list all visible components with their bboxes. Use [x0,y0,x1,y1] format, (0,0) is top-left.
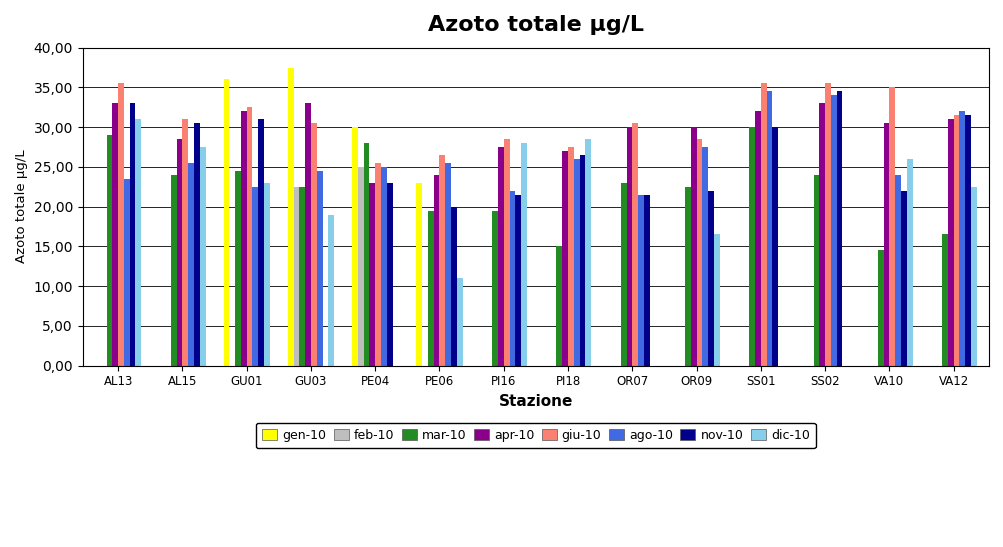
Bar [620,183,626,365]
Bar [305,103,311,365]
Bar [760,84,766,365]
Bar [491,211,497,365]
Title: Azoto totale μg/L: Azoto totale μg/L [427,15,643,35]
Bar [947,119,953,365]
Bar [241,111,247,365]
Bar [252,187,258,365]
Bar [515,195,521,365]
Bar [357,167,363,365]
Bar [316,171,322,365]
Bar [707,191,713,365]
Bar [638,195,643,365]
Bar [696,139,702,365]
Bar [247,107,252,365]
Bar [112,103,118,365]
Bar [574,159,579,365]
Bar [188,163,194,365]
Bar [889,88,895,365]
Bar [352,127,357,365]
Bar [299,187,305,365]
Bar [311,123,316,365]
Y-axis label: Azoto totale μg/L: Azoto totale μg/L [15,150,28,264]
Bar [941,235,947,365]
Bar [690,127,696,365]
Bar [824,84,830,365]
Bar [748,127,754,365]
Bar [812,175,818,365]
Bar [386,183,392,365]
Bar [771,127,777,365]
Bar [118,84,123,365]
Bar [568,147,574,365]
Bar [510,191,515,365]
Bar [632,123,638,365]
Bar [906,159,912,365]
Bar [416,183,421,365]
Bar [579,155,585,365]
Bar [264,183,270,365]
Bar [562,151,568,365]
Bar [900,191,906,365]
Bar [450,207,456,365]
Bar [363,143,369,365]
Bar [626,127,632,365]
Bar [754,111,760,365]
Bar [684,187,690,365]
Bar [123,179,129,365]
Bar [504,139,510,365]
Bar [497,147,504,365]
Bar [818,103,824,365]
Bar [293,187,299,365]
Bar [444,163,450,365]
Bar [224,79,229,365]
Bar [235,171,241,365]
Bar [171,175,177,365]
Bar [183,119,188,365]
Bar [369,183,375,365]
Bar [713,235,719,365]
Bar [380,167,386,365]
Bar [288,67,293,365]
Bar [835,91,842,365]
Bar [200,147,206,365]
Bar [328,214,334,365]
Bar [830,95,835,365]
Bar [953,115,959,365]
Bar [258,119,264,365]
Bar [877,251,883,365]
Bar [456,278,462,365]
Bar [970,187,976,365]
Bar [375,163,380,365]
Bar [177,139,183,365]
Bar [129,103,135,365]
Bar [643,195,649,365]
Bar [766,91,771,365]
Bar [895,175,900,365]
Bar [106,135,112,365]
Bar [964,115,970,365]
Legend: gen-10, feb-10, mar-10, apr-10, giu-10, ago-10, nov-10, dic-10: gen-10, feb-10, mar-10, apr-10, giu-10, … [256,423,815,449]
Bar [433,175,439,365]
Bar [194,123,200,365]
Bar [959,111,964,365]
Bar [439,155,444,365]
Bar [556,246,562,365]
Bar [702,147,707,365]
X-axis label: Stazione: Stazione [498,394,573,409]
Bar [883,123,889,365]
Bar [135,119,141,365]
Bar [521,143,527,365]
Bar [585,139,591,365]
Bar [427,211,433,365]
